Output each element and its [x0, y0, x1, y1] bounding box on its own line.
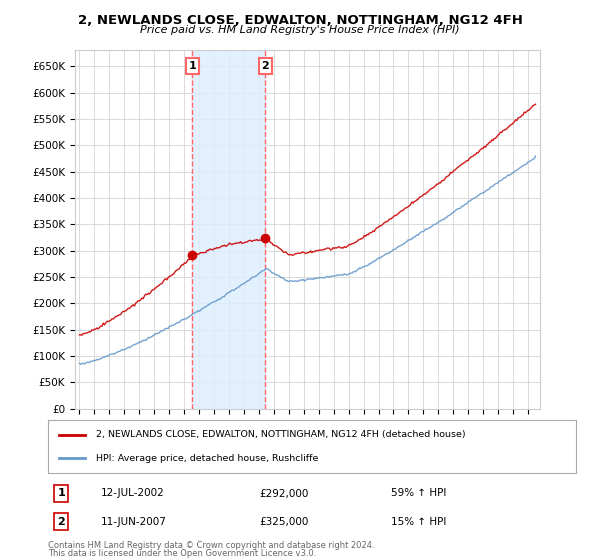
- Text: Price paid vs. HM Land Registry's House Price Index (HPI): Price paid vs. HM Land Registry's House …: [140, 25, 460, 35]
- Text: 1: 1: [188, 61, 196, 71]
- Text: 12-JUL-2002: 12-JUL-2002: [101, 488, 164, 498]
- Text: 2: 2: [262, 61, 269, 71]
- Text: £292,000: £292,000: [259, 488, 308, 498]
- Bar: [192, 50, 265, 409]
- Text: £325,000: £325,000: [259, 517, 308, 527]
- Text: 59% ↑ HPI: 59% ↑ HPI: [391, 488, 446, 498]
- Text: 2, NEWLANDS CLOSE, EDWALTON, NOTTINGHAM, NG12 4FH: 2, NEWLANDS CLOSE, EDWALTON, NOTTINGHAM,…: [77, 14, 523, 27]
- Text: HPI: Average price, detached house, Rushcliffe: HPI: Average price, detached house, Rush…: [95, 454, 318, 463]
- Text: 1: 1: [58, 488, 65, 498]
- Text: 15% ↑ HPI: 15% ↑ HPI: [391, 517, 446, 527]
- Text: This data is licensed under the Open Government Licence v3.0.: This data is licensed under the Open Gov…: [48, 549, 316, 558]
- Text: 2: 2: [58, 517, 65, 527]
- Text: 11-JUN-2007: 11-JUN-2007: [101, 517, 167, 527]
- Text: 2, NEWLANDS CLOSE, EDWALTON, NOTTINGHAM, NG12 4FH (detached house): 2, NEWLANDS CLOSE, EDWALTON, NOTTINGHAM,…: [95, 431, 465, 440]
- Text: Contains HM Land Registry data © Crown copyright and database right 2024.: Contains HM Land Registry data © Crown c…: [48, 541, 374, 550]
